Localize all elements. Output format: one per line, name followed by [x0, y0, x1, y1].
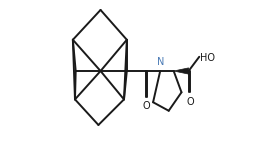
Text: HO: HO [200, 53, 215, 63]
Polygon shape [174, 68, 189, 74]
Text: N: N [157, 58, 164, 67]
Text: O: O [187, 97, 195, 106]
Text: O: O [142, 101, 150, 111]
